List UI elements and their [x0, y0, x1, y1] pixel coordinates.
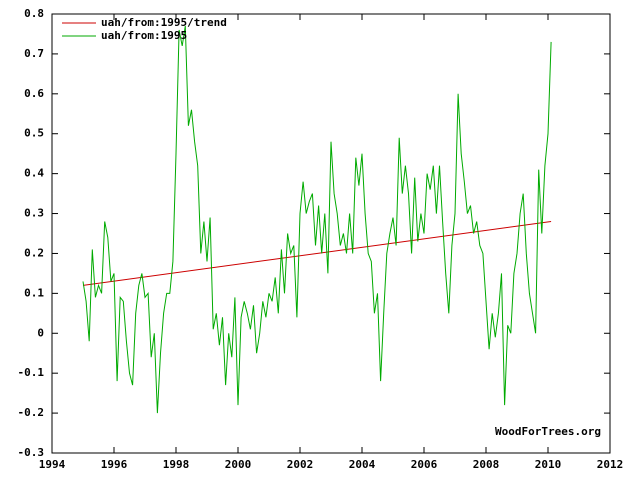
y-tick-label: 0.7 — [24, 47, 44, 60]
x-tick-label: 2002 — [287, 458, 314, 471]
x-tick-label: 1998 — [163, 458, 190, 471]
x-tick-label: 1994 — [39, 458, 66, 471]
y-tick-label: -0.2 — [18, 406, 45, 419]
y-tick-label: 0.1 — [24, 286, 44, 299]
y-tick-label: 0.4 — [24, 167, 44, 180]
watermark: WoodForTrees.org — [495, 425, 601, 438]
x-tick-label: 2012 — [597, 458, 624, 471]
y-tick-label: -0.3 — [18, 446, 45, 459]
y-tick-label: 0.2 — [24, 246, 44, 259]
y-tick-label: 0.6 — [24, 87, 44, 100]
x-tick-label: 2006 — [411, 458, 438, 471]
x-tick-label: 2008 — [473, 458, 500, 471]
x-tick-label: 2000 — [225, 458, 252, 471]
legend-label: uah/from:1995 — [101, 29, 187, 42]
x-tick-label: 2004 — [349, 458, 376, 471]
legend-label: uah/from:1995/trend — [101, 16, 227, 29]
y-tick-label: 0 — [37, 326, 44, 339]
y-tick-label: 0.3 — [24, 207, 44, 220]
x-tick-label: 2010 — [535, 458, 562, 471]
y-tick-label: 0.8 — [24, 7, 44, 20]
data-line — [82, 25, 552, 414]
y-tick-label: -0.1 — [18, 366, 45, 379]
y-tick-label: 0.5 — [24, 127, 44, 140]
x-tick-label: 1996 — [101, 458, 128, 471]
plot-frame — [51, 13, 611, 454]
